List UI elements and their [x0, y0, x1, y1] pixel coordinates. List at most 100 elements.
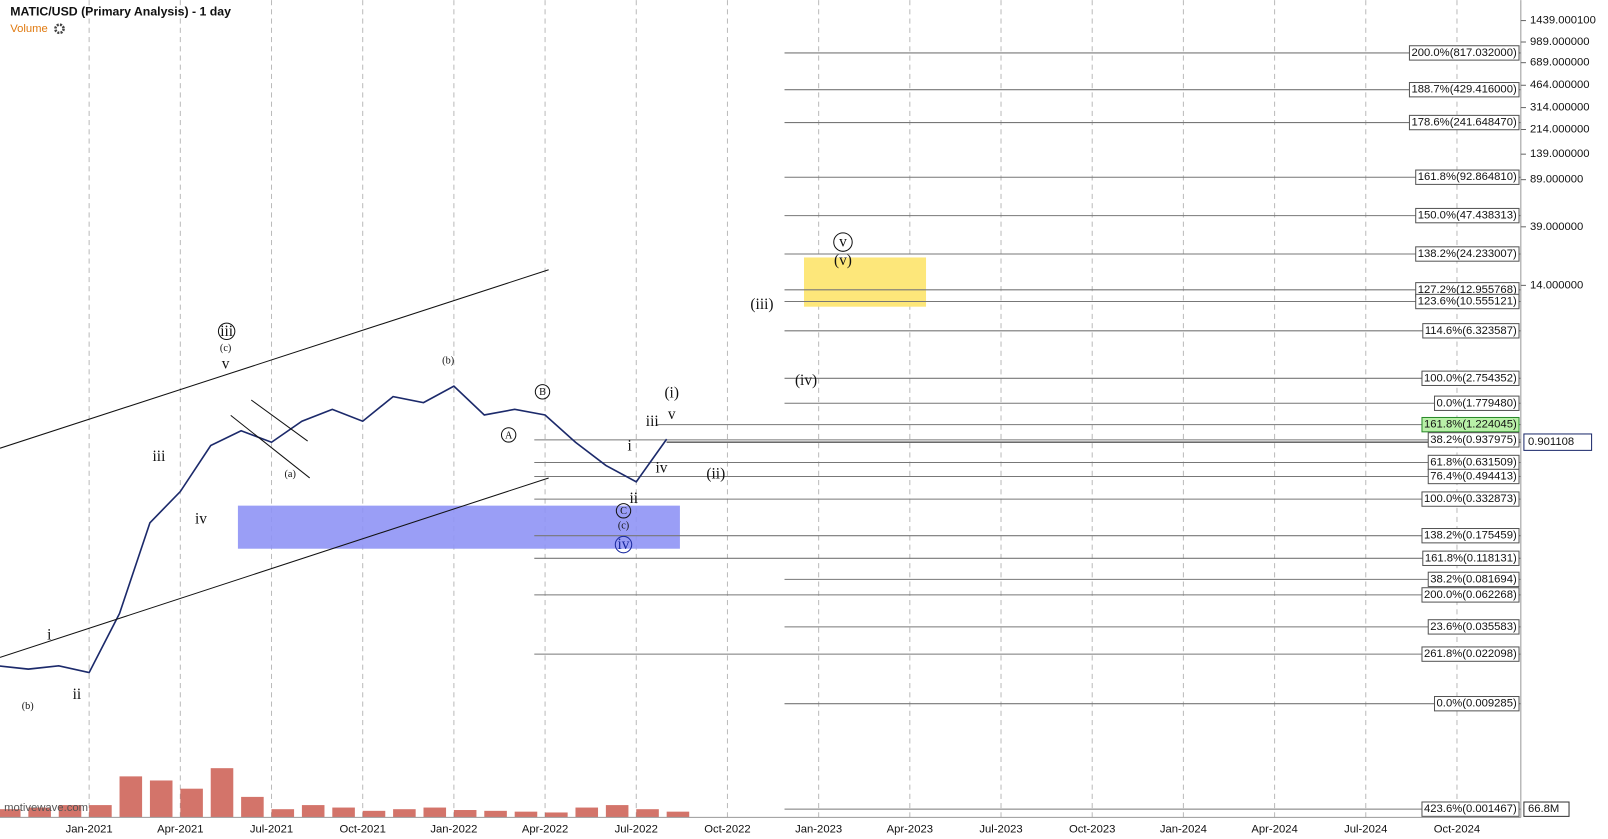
volume-bar — [423, 807, 447, 818]
x-tick-label: Jan-2022 — [430, 824, 477, 836]
fib-label-box — [1433, 395, 1520, 411]
wave-label: (iv) — [795, 372, 817, 389]
fib-label-text: 100.0%(0.332873) — [1424, 493, 1517, 505]
fib-label: 138.2%(24.233007) — [1415, 246, 1520, 262]
fib-label-text: 178.6%(241.648470) — [1411, 117, 1516, 129]
fib-label-box — [1433, 695, 1520, 712]
fib-label: 138.2%(0.175459) — [1421, 528, 1520, 544]
channel-upper — [0, 269, 549, 449]
fib-label-text: 23.6%(0.035583) — [1430, 621, 1517, 633]
fib-label: 100.0%(0.332873) — [1421, 491, 1520, 507]
wave-label: B — [539, 387, 546, 398]
x-tick-label: Apr-2022 — [522, 824, 568, 836]
volume-bar — [28, 807, 51, 818]
fib-label: 114.6%(6.323587) — [1422, 323, 1520, 339]
fib-label: 161.8%(0.118131) — [1422, 550, 1520, 566]
wave-label: (c) — [618, 521, 629, 532]
wave-label: (ii) — [706, 465, 725, 482]
fib-label-text: 38.2%(0.081694) — [1430, 573, 1517, 585]
fib-label-text: 200.0%(0.062268) — [1424, 589, 1517, 601]
volume-bar — [545, 812, 568, 818]
fib-label-box — [1421, 801, 1520, 817]
volume-bar — [89, 805, 112, 818]
volume-box — [1523, 801, 1570, 817]
settings-icon[interactable] — [54, 23, 65, 35]
y-tick-label: 314.000000 — [1530, 102, 1590, 114]
wedge-line — [250, 399, 308, 442]
fib-label-text: 188.7%(429.416000) — [1411, 84, 1516, 96]
fib-label-text: 161.8%(0.118131) — [1425, 552, 1517, 564]
fib-label: 123.6%(10.555121) — [1415, 293, 1520, 310]
fib-label: 423.6%(0.001467) — [1421, 801, 1520, 817]
fib-label-box — [1415, 169, 1520, 185]
volume-bar — [362, 810, 386, 818]
fib-label-box — [1421, 491, 1520, 507]
x-tick-label: Jul-2024 — [1344, 824, 1387, 836]
wave-label: v — [839, 234, 847, 251]
volume-bar — [484, 810, 507, 818]
fib-label: 38.2%(0.937975) — [1427, 432, 1520, 448]
wave-label: A — [505, 430, 513, 441]
chart-title: MATIC/USD (Primary Analysis) - 1 day — [10, 5, 231, 19]
volume-bar — [119, 776, 143, 818]
watermark: motivewave.com — [4, 802, 88, 814]
volume-bar — [301, 805, 325, 818]
target-zone — [804, 257, 927, 307]
fib-label-text: 100.0%(2.754352) — [1424, 372, 1517, 384]
volume-bar — [0, 809, 21, 818]
fib-label-text: 38.2%(0.937975) — [1430, 434, 1517, 446]
x-tick-label: Jan-2023 — [795, 824, 842, 836]
fib-lines — [534, 52, 1521, 810]
wave-label: (b) — [22, 701, 34, 712]
fib-label-text: 161.8%(1.224045) — [1424, 419, 1517, 431]
volume-bar — [271, 809, 295, 818]
wave-label: ii — [73, 686, 82, 703]
y-tick-label: 139.000000 — [1530, 148, 1590, 160]
fib-label-box — [1427, 468, 1520, 485]
x-tick-label: Apr-2023 — [887, 824, 933, 836]
wave-label: (v) — [834, 252, 852, 269]
fib-label-box — [1421, 416, 1520, 433]
volume-bar — [514, 811, 538, 818]
wave-circle — [614, 535, 633, 554]
fib-label-text: 0.0%(1.779480) — [1437, 397, 1517, 409]
volume-bar — [666, 811, 690, 818]
volume-bar — [453, 810, 477, 818]
fib-label: 76.4%(0.494413) — [1427, 468, 1520, 485]
fib-label: 161.8%(92.864810) — [1415, 169, 1520, 185]
fib-label-box — [1415, 246, 1520, 262]
y-tick-label: 14.000000 — [1530, 279, 1583, 291]
fib-label: 200.0%(817.032000) — [1408, 45, 1520, 61]
fib-label-text: 61.8%(0.631509) — [1430, 456, 1517, 468]
fib-label-text: 0.0%(0.009285) — [1437, 698, 1517, 710]
volume-bar — [241, 796, 264, 818]
fib-label-text: 150.0%(47.438313) — [1418, 210, 1517, 222]
y-tick-label: 39.000000 — [1530, 221, 1583, 233]
wave-label: (a) — [285, 469, 296, 480]
wave-label: iv — [195, 511, 207, 528]
fib-label-box — [1427, 619, 1520, 635]
y-tick-label: 1439.000100 — [1530, 15, 1596, 27]
last-price-label: 0.901108 — [1528, 436, 1574, 448]
y-tick-label: 214.000000 — [1530, 123, 1590, 135]
wave-label: (c) — [220, 343, 231, 354]
fib-label-box — [1415, 207, 1520, 224]
volume-bar — [58, 805, 82, 818]
wave-label: iii — [153, 448, 166, 465]
channel-lower — [0, 477, 549, 658]
x-tick-label: Apr-2021 — [157, 824, 203, 836]
fib-label-box — [1408, 114, 1520, 131]
fib-label-box — [1427, 432, 1520, 448]
axes: Jan-2021 Apr-2021 Jul-2021 Oct-2021 Jan-2022… — [66, 15, 1596, 836]
fib-label-box — [1408, 45, 1520, 61]
fib-label: 188.7%(429.416000) — [1408, 82, 1520, 98]
volume-bar — [575, 807, 599, 818]
wave-label: iv — [618, 536, 630, 553]
wave-label: (iii) — [750, 296, 773, 313]
volume-bar — [393, 809, 416, 818]
x-tick-label: Jul-2021 — [250, 824, 293, 836]
y-tick-label: 989.000000 — [1530, 36, 1590, 48]
volume-bar — [180, 788, 203, 818]
fib-label: 261.8%(0.022098) — [1421, 646, 1520, 662]
